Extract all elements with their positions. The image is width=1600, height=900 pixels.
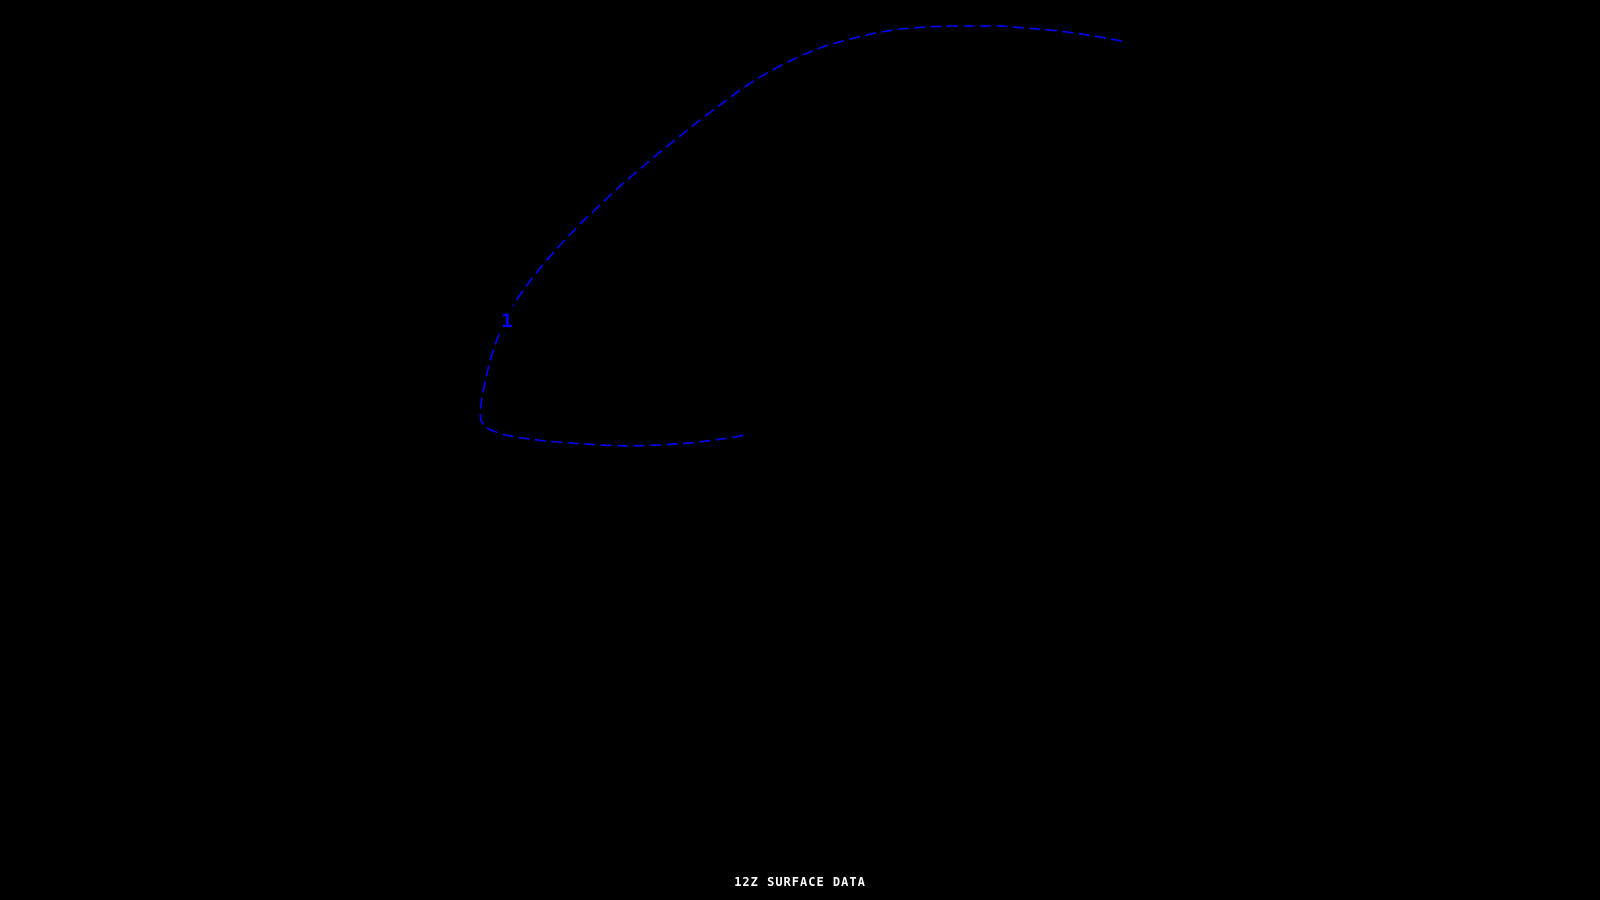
contour-label: 1 xyxy=(501,310,512,332)
contour-line xyxy=(479,25,1123,447)
map-caption: 12Z SURFACE DATA xyxy=(734,875,866,889)
contour-label-gap xyxy=(498,306,517,333)
